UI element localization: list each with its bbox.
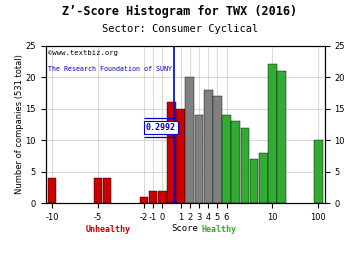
Bar bbox=[314, 140, 323, 203]
Bar bbox=[195, 115, 203, 203]
Bar bbox=[94, 178, 102, 203]
Bar bbox=[240, 128, 249, 203]
Bar bbox=[277, 71, 286, 203]
Text: Z’-Score Histogram for TWX (2016): Z’-Score Histogram for TWX (2016) bbox=[62, 5, 298, 18]
Bar bbox=[158, 191, 167, 203]
Bar bbox=[103, 178, 112, 203]
Text: The Research Foundation of SUNY: The Research Foundation of SUNY bbox=[48, 66, 172, 72]
Bar bbox=[231, 121, 240, 203]
Bar bbox=[213, 96, 222, 203]
X-axis label: Score: Score bbox=[172, 224, 199, 232]
Bar bbox=[140, 197, 148, 203]
Bar bbox=[167, 102, 176, 203]
Bar bbox=[204, 90, 212, 203]
Bar bbox=[268, 65, 277, 203]
Text: Sector: Consumer Cyclical: Sector: Consumer Cyclical bbox=[102, 24, 258, 34]
Bar bbox=[250, 159, 258, 203]
Y-axis label: Number of companies (531 total): Number of companies (531 total) bbox=[15, 55, 24, 194]
Text: 0.2992: 0.2992 bbox=[146, 123, 176, 132]
Bar bbox=[222, 115, 231, 203]
Bar bbox=[185, 77, 194, 203]
Bar bbox=[259, 153, 267, 203]
Text: Healthy: Healthy bbox=[201, 225, 236, 235]
Bar bbox=[176, 109, 185, 203]
Bar bbox=[149, 191, 157, 203]
Text: Unhealthy: Unhealthy bbox=[86, 225, 131, 235]
Bar bbox=[48, 178, 57, 203]
Text: ©www.textbiz.org: ©www.textbiz.org bbox=[48, 50, 118, 56]
